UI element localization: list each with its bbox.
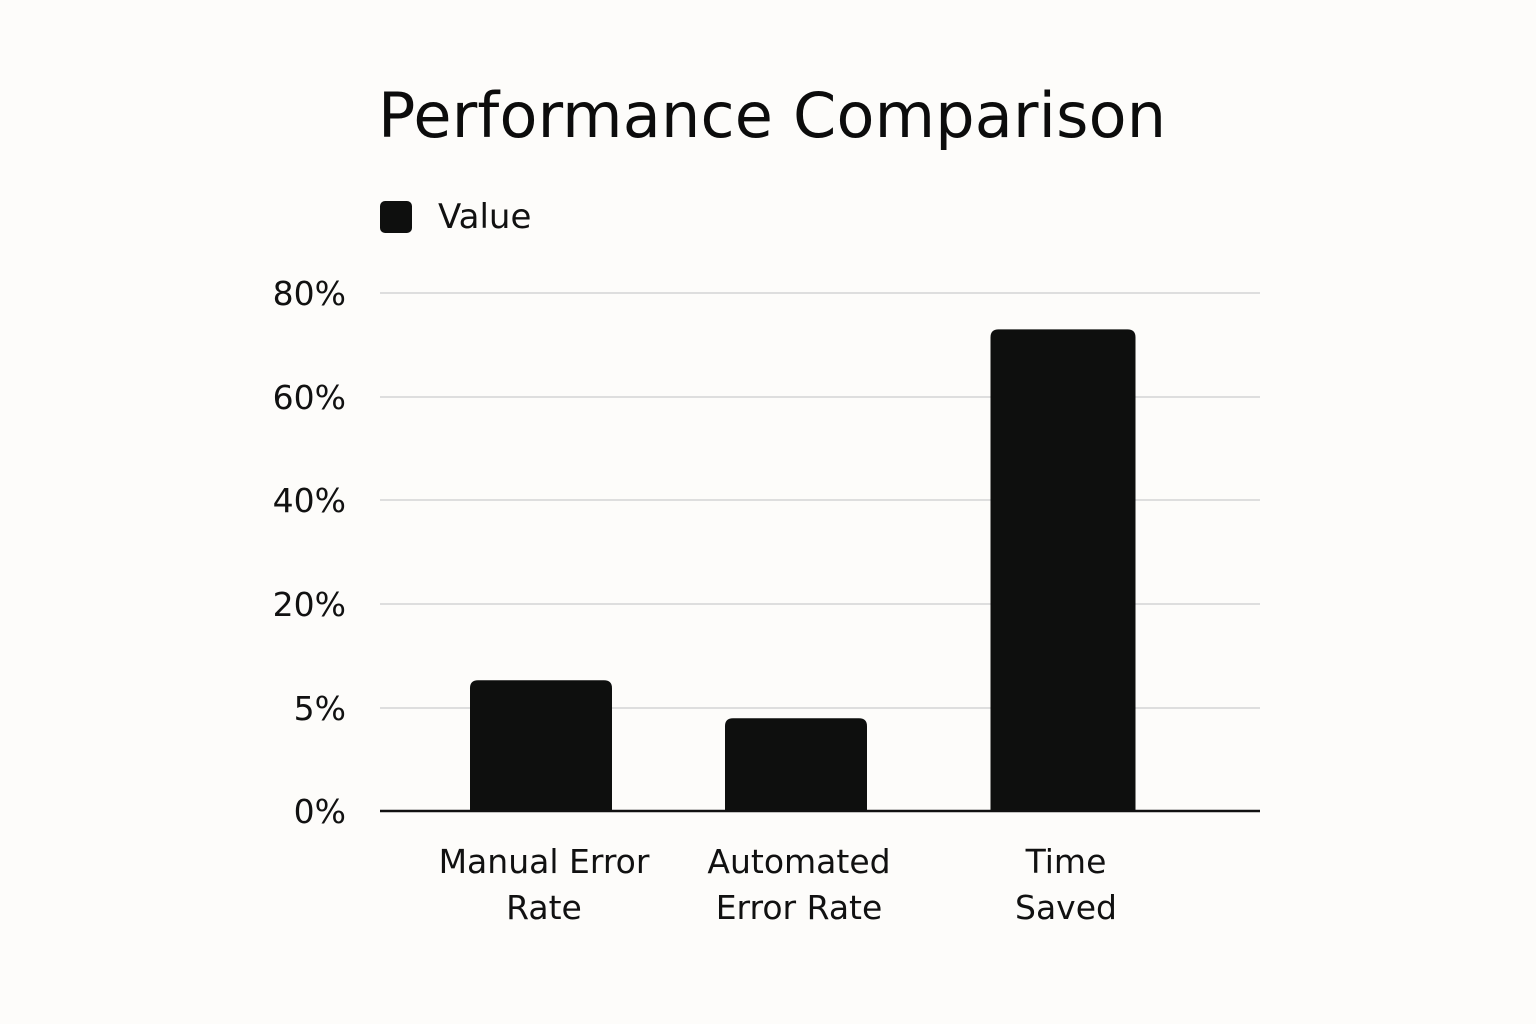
- x-category-label: Automated Error Rate: [707, 842, 890, 927]
- x-category-label: Time Saved: [1015, 842, 1117, 927]
- x-category-label: Manual Error Rate: [439, 842, 650, 927]
- bar: [990, 329, 1136, 811]
- legend: Value: [380, 200, 531, 234]
- y-tick-label: 20%: [273, 585, 346, 624]
- bar: [725, 718, 867, 811]
- chart-title: Performance Comparison: [378, 79, 1167, 152]
- x-axis-labels: Manual Error Rate Automated Error Rate Time S…: [439, 842, 1117, 927]
- y-tick-label: 80%: [273, 274, 346, 313]
- y-axis-ticks: 0% 5% 20% 40% 60% 80%: [273, 274, 346, 831]
- y-tick-label: 0%: [294, 792, 346, 831]
- bars: [470, 329, 1136, 811]
- legend-label-value: Value: [438, 197, 532, 237]
- legend-swatch: [380, 201, 412, 233]
- y-tick-label: 60%: [273, 378, 346, 417]
- y-tick-label: 5%: [294, 689, 346, 728]
- y-tick-label: 40%: [273, 481, 346, 520]
- bar: [470, 680, 612, 811]
